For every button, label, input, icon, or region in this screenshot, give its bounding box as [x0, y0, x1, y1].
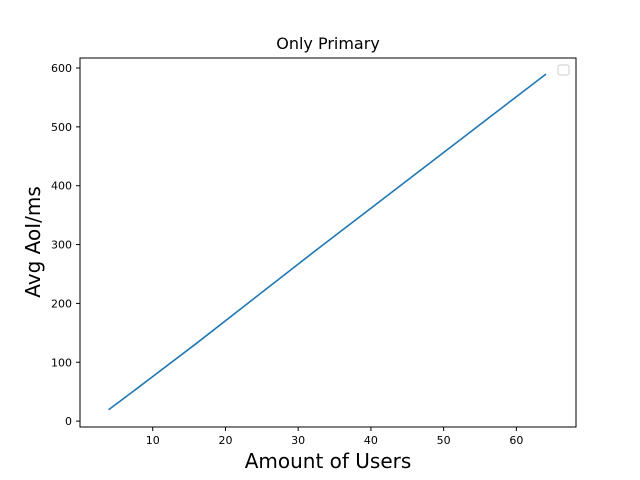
data-point	[137, 386, 139, 389]
y-axis-label: Avg AoI/ms	[21, 186, 45, 298]
x-axis: 10 20 30 40 50 60	[146, 427, 523, 447]
x-axis-label: Amount of Users	[245, 449, 412, 473]
plot-area	[79, 57, 577, 428]
data-point	[195, 342, 198, 345]
x-tick-label: 10	[146, 434, 160, 447]
y-tick-label: 400	[51, 180, 72, 193]
x-tick-label: 30	[291, 434, 305, 447]
y-tick-label: 0	[65, 415, 72, 428]
series-layer	[108, 73, 547, 411]
data-point	[544, 73, 547, 76]
x-tick-label: 40	[364, 434, 378, 447]
data-point	[311, 251, 314, 254]
y-axis: 0 100 200 300 400 500 600	[51, 62, 80, 428]
chart-title: Only Primary	[276, 34, 380, 53]
y-tick-label: 600	[51, 62, 72, 75]
y-tick-label: 100	[51, 356, 72, 369]
x-tick-label: 50	[437, 434, 451, 447]
series-line	[108, 73, 546, 410]
y-tick-label: 300	[51, 239, 72, 252]
legend-box	[557, 64, 570, 76]
x-tick-label: 60	[509, 434, 523, 447]
x-tick-label: 20	[218, 434, 232, 447]
y-tick-label: 500	[51, 121, 72, 134]
data-point	[108, 408, 110, 411]
y-tick-label: 200	[51, 297, 72, 310]
